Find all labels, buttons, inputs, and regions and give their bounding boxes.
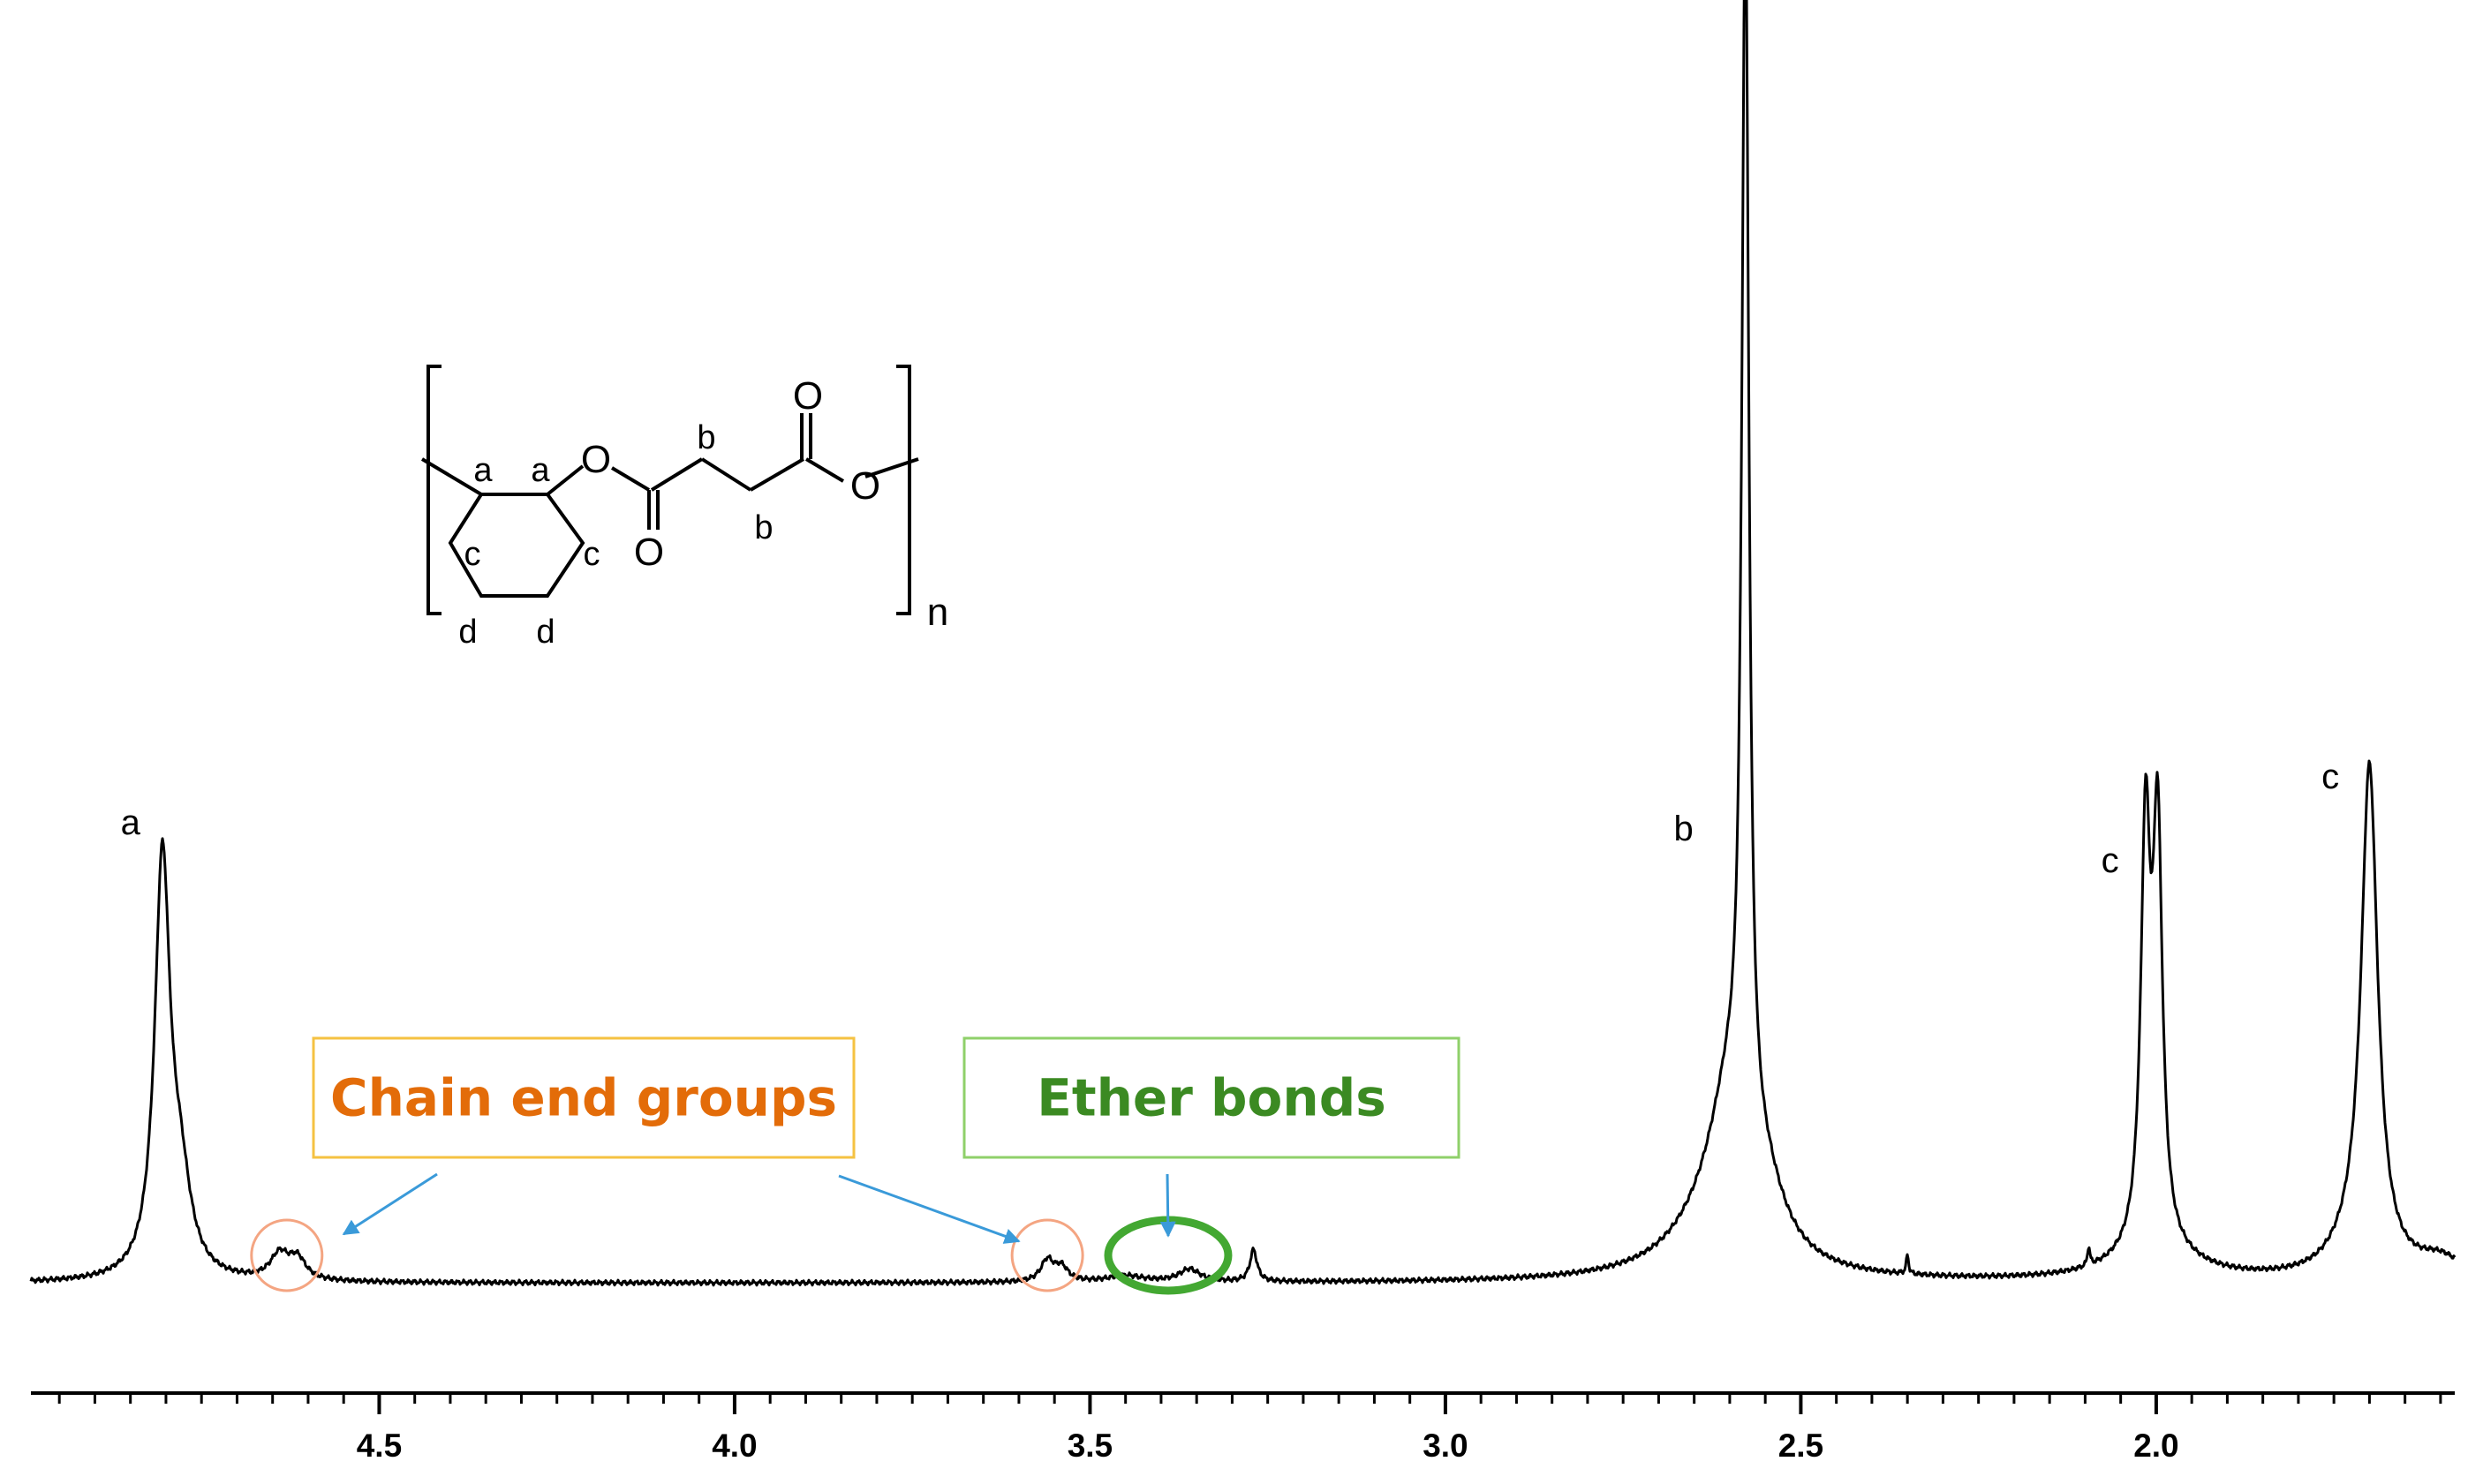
chain-end-circle [1010, 1218, 1084, 1292]
structure-label-a: a [473, 452, 493, 489]
chain-end-circle [250, 1218, 324, 1292]
ether-bonds-label: Ether bonds [1037, 1068, 1385, 1128]
spectrum-trace [29, 0, 2457, 1287]
x-tick-label: 3.5 [1068, 1428, 1113, 1464]
structure-atom-oxygen: O [793, 374, 823, 418]
peak-label-c: c [2321, 757, 2339, 796]
chain-end-groups-box [312, 1036, 856, 1159]
structure-label-b: b [754, 509, 773, 546]
x-tick-label: 4.0 [712, 1428, 757, 1464]
structure-label-d: d [536, 614, 555, 651]
polymer-structure [420, 365, 919, 615]
peak-label-b: b [1673, 810, 1693, 848]
structure-atom-oxygen: O [850, 464, 880, 508]
structure-repeat-subscript: n [927, 591, 948, 634]
chart-marks: 4.5 4.0 3.5 3.0 2.5 2.0 a b c c Chain end groups Et… [29, 0, 2457, 1464]
structure-label-a: a [531, 452, 550, 489]
ether-bonds-box [962, 1036, 1460, 1159]
x-tick-label: 4.5 [357, 1428, 402, 1464]
structure-label-c: c [584, 536, 600, 573]
peak-label-c: c [2102, 841, 2119, 880]
structure-label-c: c [464, 536, 481, 573]
chain-end-groups-label: Chain end groups [330, 1068, 837, 1128]
chain-end-arrow [838, 1174, 1021, 1244]
x-tick-label: 2.5 [1778, 1428, 1823, 1464]
chain-end-arrow [342, 1172, 438, 1236]
structure-atom-oxygen: O [634, 531, 664, 574]
structure-label-d: d [458, 614, 477, 651]
x-tick-label: 2.0 [2133, 1428, 2178, 1464]
x-tick-label: 3.0 [1423, 1428, 1468, 1464]
ether-bond-arrow [1159, 1173, 1176, 1238]
structure-atom-oxygen: O [581, 438, 611, 481]
polymer-structure-labels: O O O Oa a b b c c d d n [458, 374, 948, 651]
peak-label-a: a [121, 803, 141, 842]
structure-label-b: b [697, 419, 715, 456]
